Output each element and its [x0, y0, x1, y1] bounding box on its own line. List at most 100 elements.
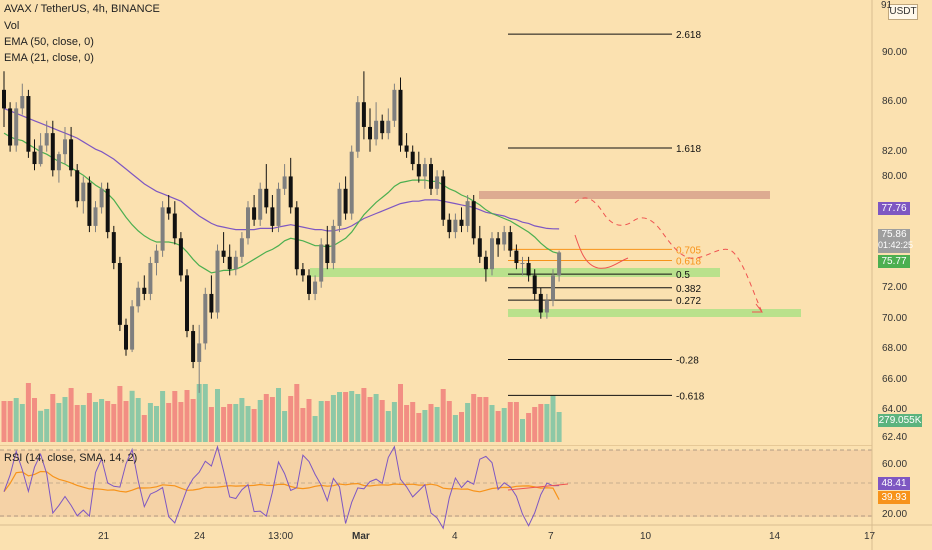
fib-level-label: 0.618 — [676, 257, 701, 268]
volume-bar — [147, 403, 153, 442]
candle-body — [2, 89, 6, 109]
rsi-ma-line — [3, 470, 560, 500]
volume-bar — [239, 398, 245, 442]
rsi-line — [3, 444, 560, 530]
candle-body — [551, 275, 555, 301]
candle-body — [197, 343, 202, 362]
candle-body — [471, 201, 476, 239]
fib-level-label: -0.28 — [676, 355, 699, 366]
candle-body — [404, 145, 409, 152]
volume-bar — [373, 394, 379, 442]
rsi-divergence-line[interactable] — [507, 483, 569, 491]
pane-separator[interactable] — [0, 445, 872, 446]
candle-body — [63, 139, 67, 155]
volume-bar — [13, 398, 19, 442]
ema21-legend[interactable]: EMA (21, close, 0) — [4, 52, 94, 64]
volume-bar — [190, 399, 196, 442]
volume-bar — [50, 394, 56, 442]
price-tick: 62.40 — [882, 432, 908, 443]
volume-bar — [318, 401, 324, 442]
price-tick: 86.00 — [882, 96, 908, 107]
candle-body — [93, 207, 98, 226]
candle-body — [557, 252, 562, 276]
candle-body — [233, 256, 238, 270]
candle-body — [209, 293, 214, 313]
volume-bar — [86, 393, 92, 442]
candle-body — [447, 219, 452, 233]
candle-body — [502, 232, 507, 245]
candle-body — [50, 133, 55, 171]
candle-body — [178, 238, 183, 276]
projection-arrow-icon — [752, 303, 763, 313]
candle-body — [191, 331, 196, 362]
rsi-tick: 20.00 — [882, 509, 908, 520]
candle-body — [81, 182, 86, 202]
candle-body — [44, 133, 49, 146]
volume-bar — [44, 409, 50, 442]
volume-bar — [532, 407, 538, 442]
volume-bar — [300, 408, 306, 442]
volume-bar — [129, 390, 135, 442]
rsi-tick: 60.00 — [882, 459, 908, 470]
candle-body — [124, 324, 128, 350]
candle-body — [270, 207, 275, 226]
volume-bar — [56, 403, 62, 442]
projection-path-low[interactable] — [574, 234, 629, 269]
ema50-legend[interactable]: EMA (50, close, 0) — [4, 36, 94, 48]
candle-body — [87, 182, 92, 226]
volume-bar — [25, 383, 31, 442]
candle-body — [453, 219, 458, 233]
rsi-ma-badge: 39.93 — [878, 491, 910, 504]
support-zone[interactable] — [310, 268, 720, 277]
fib-level-label: 0.382 — [676, 284, 701, 295]
candle-body — [526, 263, 531, 276]
candle-body — [282, 176, 287, 189]
currency-button[interactable]: USDT — [888, 4, 918, 20]
volume-bar — [269, 397, 275, 442]
volume-bar — [276, 388, 281, 442]
volume-bar — [513, 402, 519, 442]
volume-bar — [385, 411, 391, 442]
volume-bar — [208, 407, 214, 442]
ema21-line — [3, 132, 560, 274]
time-tick: 21 — [98, 531, 110, 542]
price-tick: 90.00 — [882, 47, 908, 58]
candle-body — [166, 207, 171, 214]
candle-countdown: 01:42:25 — [878, 240, 914, 250]
candle-body — [496, 238, 501, 245]
rsi-legend[interactable]: RSI (14, close, SMA, 14, 2) — [4, 452, 138, 464]
candle-body — [337, 188, 342, 226]
price-tick: 66.00 — [882, 374, 908, 385]
target-support-zone[interactable] — [508, 309, 801, 317]
candle-body — [508, 232, 513, 251]
candle-body — [331, 225, 336, 264]
volume-bar — [459, 412, 464, 442]
volume-bar — [550, 395, 556, 442]
resistance-zone[interactable] — [479, 191, 770, 199]
ema21-price-badge: 75.77 — [878, 255, 910, 268]
volume-bar — [233, 404, 239, 442]
price-tick: 70.00 — [882, 313, 908, 324]
candle-body — [172, 213, 177, 239]
projection-path-dashed[interactable] — [574, 197, 763, 313]
candle-body — [392, 89, 397, 121]
price-tick: 72.00 — [882, 282, 908, 293]
symbol-legend[interactable]: AVAX / TetherUS, 4h, BINANCE — [4, 3, 160, 15]
volume-bar — [160, 391, 166, 442]
volume-badge: 279.055K — [878, 414, 922, 427]
candlesticks — [2, 71, 562, 393]
candle-body — [514, 250, 519, 264]
volume-bar — [410, 402, 416, 442]
time-tick: 24 — [194, 531, 206, 542]
volume-bar — [184, 390, 190, 442]
fib-level-label: 0.705 — [676, 245, 701, 256]
candle-body — [258, 188, 263, 220]
volume-legend[interactable]: Vol — [4, 20, 20, 32]
fib-level-label: 0.272 — [676, 296, 701, 307]
candle-body — [416, 164, 421, 177]
candle-body — [20, 96, 25, 109]
candle-body — [252, 207, 257, 220]
volume-bar — [105, 401, 111, 442]
